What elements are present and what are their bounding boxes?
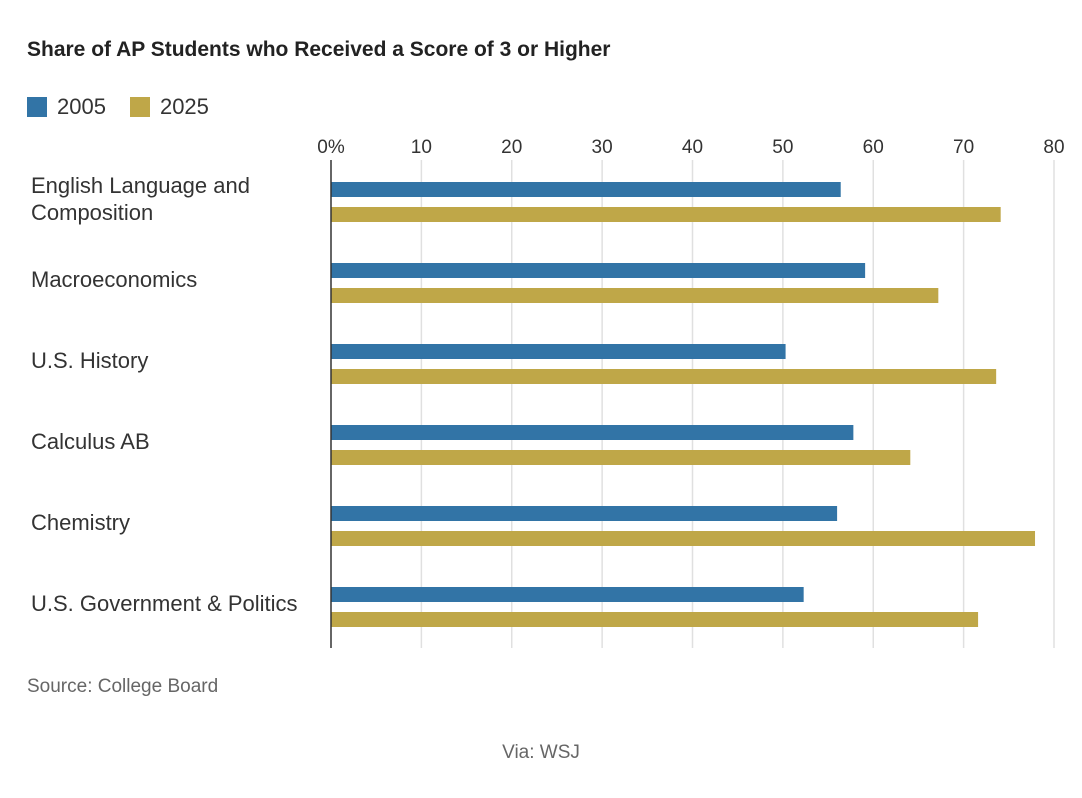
legend: 2005 2025	[27, 94, 233, 120]
via-note: Via: WSJ	[502, 742, 580, 763]
legend-swatch-2005	[27, 97, 47, 117]
x-tick-label: 60	[863, 137, 884, 158]
bar-2025	[331, 288, 939, 303]
legend-swatch-2025	[129, 97, 150, 117]
category-label: U.S. Government & Politics	[31, 591, 298, 616]
legend-item-2025: 2025	[129, 94, 209, 120]
bar-2025	[331, 207, 1001, 222]
x-tick-label: 0%	[317, 137, 345, 158]
category-label: U.S. History	[31, 348, 148, 373]
category-label: Chemistry	[31, 510, 130, 535]
category-label: English Language and	[31, 173, 250, 198]
category-label: Macroeconomics	[31, 267, 197, 292]
bar-2005	[331, 344, 786, 359]
bar-2005	[331, 263, 866, 278]
legend-label-2025: 2025	[159, 94, 209, 119]
x-tick-label: 10	[411, 137, 432, 158]
x-tick-label: 30	[592, 137, 613, 158]
x-tick-label: 20	[501, 137, 522, 158]
bar-2005	[331, 425, 854, 440]
x-tick-label: 40	[682, 137, 703, 158]
category-label: Calculus AB	[31, 429, 150, 454]
x-tick-label: 50	[772, 137, 793, 158]
category-label: Composition	[31, 200, 153, 225]
chart-title: Share of AP Students who Received a Scor…	[27, 38, 611, 61]
legend-item-2005: 2005	[27, 94, 106, 120]
source-note: Source: College Board	[27, 676, 219, 697]
x-tick-label: 70	[953, 137, 974, 158]
bar-2025	[331, 531, 1036, 546]
legend-label-2005: 2005	[57, 94, 106, 119]
bar-2025	[331, 369, 997, 384]
bar-2005	[331, 587, 804, 602]
x-tick-label: 80	[1043, 137, 1064, 158]
bar-2025	[331, 450, 911, 465]
bar-2025	[331, 612, 979, 627]
bar-2005	[331, 506, 838, 521]
bar-2005	[331, 182, 841, 197]
